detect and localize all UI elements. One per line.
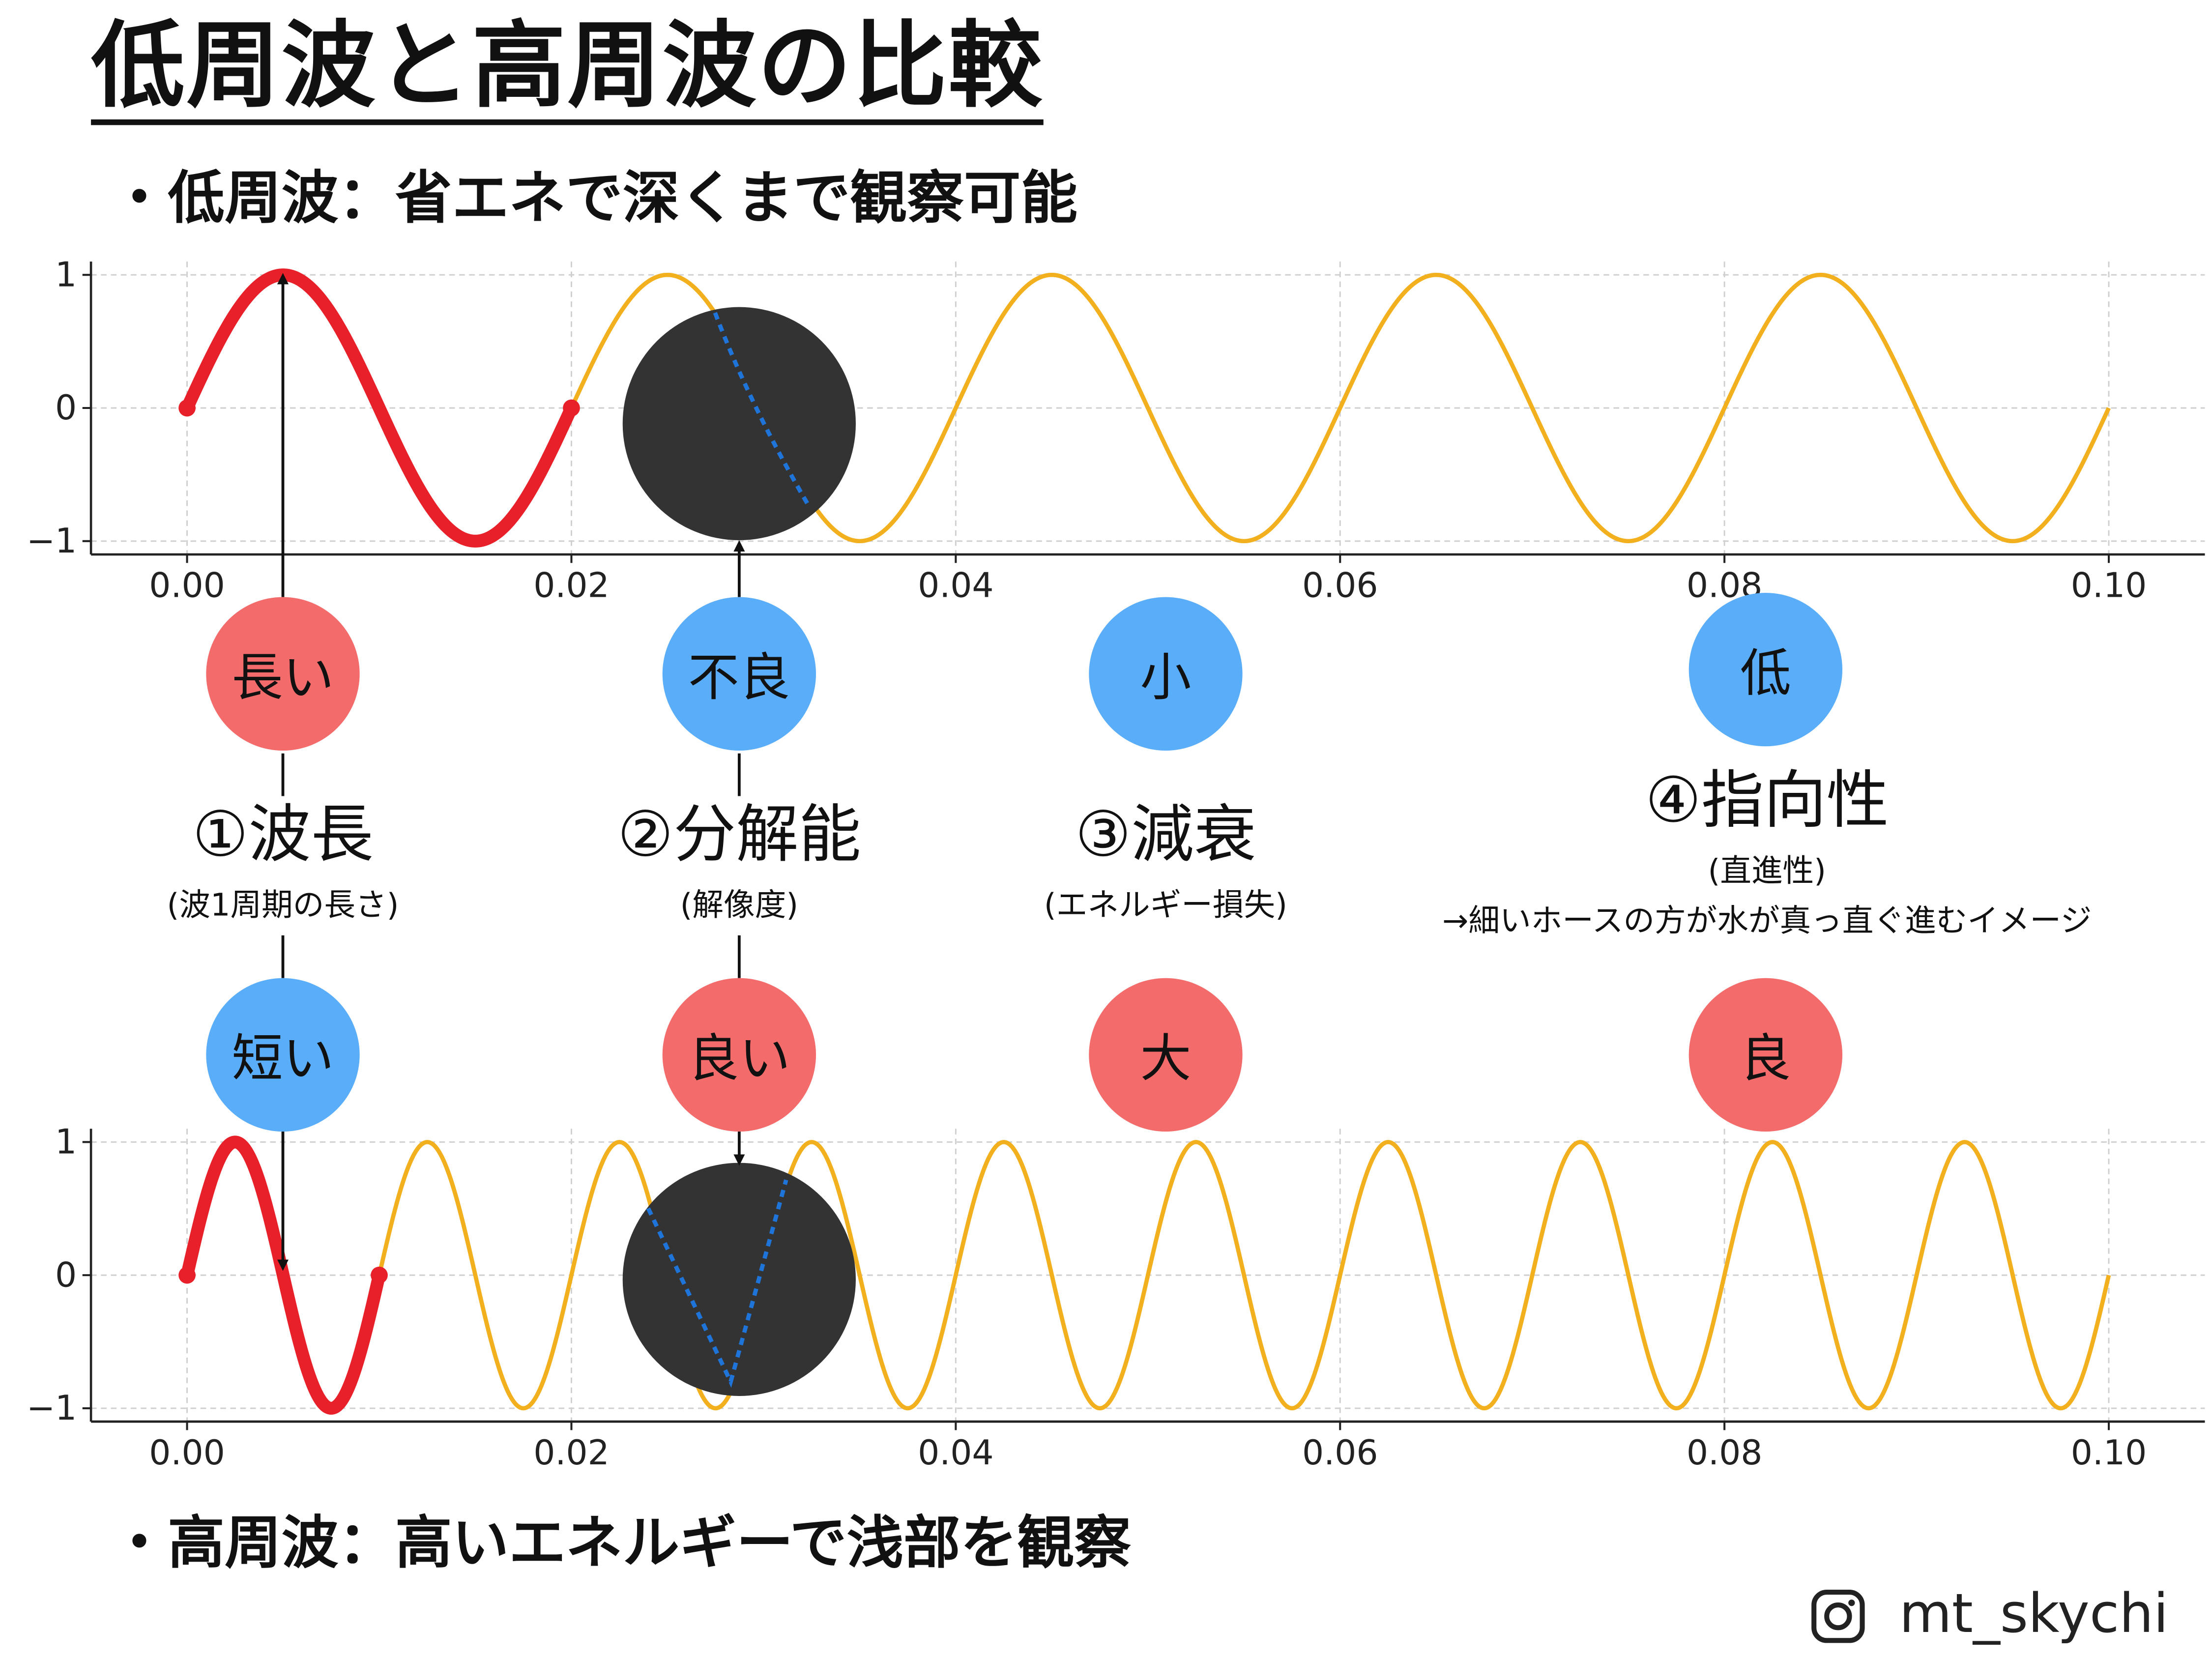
y-tick-label: 1 [55, 255, 77, 294]
resolution-low-circle: 不良 [662, 597, 816, 751]
attenuation-sub: (エネルギー損失) [1044, 888, 1287, 924]
zoom-lens [622, 1163, 856, 1396]
x-tick-label: 0.10 [2071, 566, 2147, 606]
resolution-high-circle: 良い [662, 978, 816, 1132]
wavelength-low-circle: 長い [206, 597, 360, 751]
x-tick-label: 0.00 [149, 1433, 225, 1473]
directivity-note: →細いホースの方が水が真っ直ぐ進むイメージ [1442, 904, 2092, 940]
directivity-low-circle: 低 [1688, 592, 1843, 747]
y-tick-label: −1 [27, 1389, 77, 1428]
zoom-wave-detail [713, 312, 811, 507]
directivity-high-circle: 良 [1688, 978, 1843, 1132]
x-tick-label: 0.02 [533, 1433, 610, 1473]
attenuation-low-circle: 小 [1089, 597, 1243, 751]
y-tick-label: 0 [55, 1255, 77, 1295]
period-start-marker [178, 399, 196, 417]
x-tick-label: 0.06 [1302, 1433, 1378, 1473]
x-tick-label: 0.00 [149, 566, 225, 606]
sine-wave-series [185, 1139, 2111, 1411]
high-frequency-summary: ・高周波：高いエネルギーで浅部を観察 [111, 1511, 1131, 1577]
low-frequency-summary: ・低周波：省エネで深くまで観察可能 [111, 166, 1078, 232]
directivity-label: ④指向性 [1645, 764, 1889, 838]
x-tick-label: 0.10 [2071, 1433, 2147, 1473]
attenuation-label: ③減衰 [1075, 799, 1256, 872]
page-title: 低周波と高周波の比較 [91, 19, 1044, 125]
wavelength-high-circle: 短い [206, 978, 360, 1132]
resolution-label: ②分解能 [617, 799, 861, 872]
period-start-marker [178, 1266, 196, 1284]
y-tick-label: 0 [55, 388, 77, 428]
wavelength-label: ①波長 [192, 799, 374, 872]
y-tick-label: −1 [27, 522, 77, 561]
zoom-lens [622, 307, 856, 540]
high-frequency-chart: 0.00 0.02 0.04 0.06 0.08 0.10 1 0 −1 [27, 1122, 2205, 1473]
account-handle: mt_skychi [1899, 1582, 2169, 1645]
highlighted-period [180, 268, 578, 548]
resolution-sub: (解像度) [680, 888, 799, 924]
period-end-marker [371, 1266, 388, 1284]
y-tick-label: 1 [55, 1122, 77, 1162]
highlighted-period [180, 1135, 386, 1415]
x-tick-label: 0.04 [918, 566, 994, 606]
x-tick-label: 0.08 [1687, 1433, 1763, 1473]
wavelength-sub: (波1周期の長さ) [167, 888, 399, 924]
period-end-marker [563, 399, 580, 417]
x-tick-label: 0.04 [918, 1433, 994, 1473]
instagram-icon [1811, 1589, 1865, 1643]
x-tick-label: 0.02 [533, 566, 610, 606]
directivity-sub: (直進性) [1708, 854, 1827, 890]
zoom-wave-detail [646, 1179, 788, 1388]
x-tick-label: 0.06 [1302, 566, 1378, 606]
attenuation-high-circle: 大 [1089, 978, 1243, 1132]
